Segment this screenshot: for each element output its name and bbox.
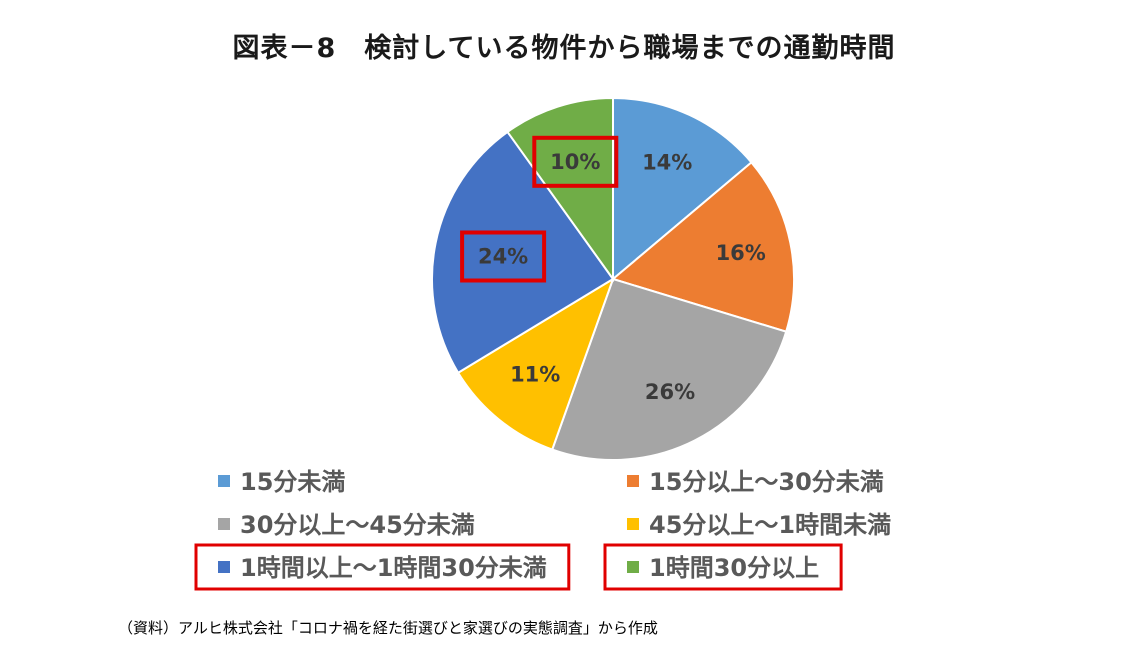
legend-label-15-30min: 15分以上～30分未満 xyxy=(649,468,884,496)
legend-highlight-over-90min xyxy=(603,543,843,591)
slice-label-under-15min: 14% xyxy=(642,151,692,175)
slice-label-over-90min: 10% xyxy=(550,150,600,174)
legend-highlight-60-90min xyxy=(194,543,571,591)
legend-swatch-15-30min xyxy=(627,475,639,487)
pie-slice-under-15min xyxy=(612,96,753,282)
legend-swatch-under-15min xyxy=(218,475,230,487)
pie-slice-labels: 14% 16% 26% 11% 24% 10% xyxy=(478,150,766,404)
legend-label-45-60min: 45分以上～1時間未満 xyxy=(649,511,891,539)
highlight-boxes xyxy=(194,135,843,591)
slice-highlight-60-90min xyxy=(460,230,547,283)
legend-label-under-15min: 15分未満 xyxy=(240,468,345,496)
source-note: （資料）アルヒ株式会社「コロナ禍を経た街選びと家選びの実態調査」から作成 xyxy=(118,619,658,637)
legend-swatch-over-90min xyxy=(627,561,639,573)
pie-slice-60-90min xyxy=(431,130,615,375)
pie-slices xyxy=(431,96,796,461)
legend-swatch-45-60min xyxy=(627,518,639,530)
pie-slice-15-30min xyxy=(610,161,796,333)
legend-swatch-60-90min xyxy=(218,561,230,573)
slice-label-60-90min: 24% xyxy=(478,245,528,269)
pie-slice-30-45min xyxy=(550,277,788,461)
legend-label-30-45min: 30分以上～45分未満 xyxy=(240,511,475,539)
legend-swatch-30-45min xyxy=(218,518,230,530)
slice-label-45-60min: 11% xyxy=(510,362,560,386)
slice-highlight-over-90min xyxy=(532,135,619,188)
legend: 15分未満 15分以上～30分未満 30分以上～45分未満 45分以上～1時間未満 1時… xyxy=(218,468,891,582)
chart-title: 図表－8 検討している物件から職場までの通勤時間 xyxy=(232,33,896,64)
pie-slice-45-60min xyxy=(456,276,615,451)
legend-label-over-90min: 1時間30分以上 xyxy=(649,554,819,582)
slice-label-15-30min: 16% xyxy=(716,241,766,265)
slice-label-30-45min: 26% xyxy=(645,380,695,404)
legend-label-60-90min: 1時間以上～1時間30分未満 xyxy=(240,554,547,582)
